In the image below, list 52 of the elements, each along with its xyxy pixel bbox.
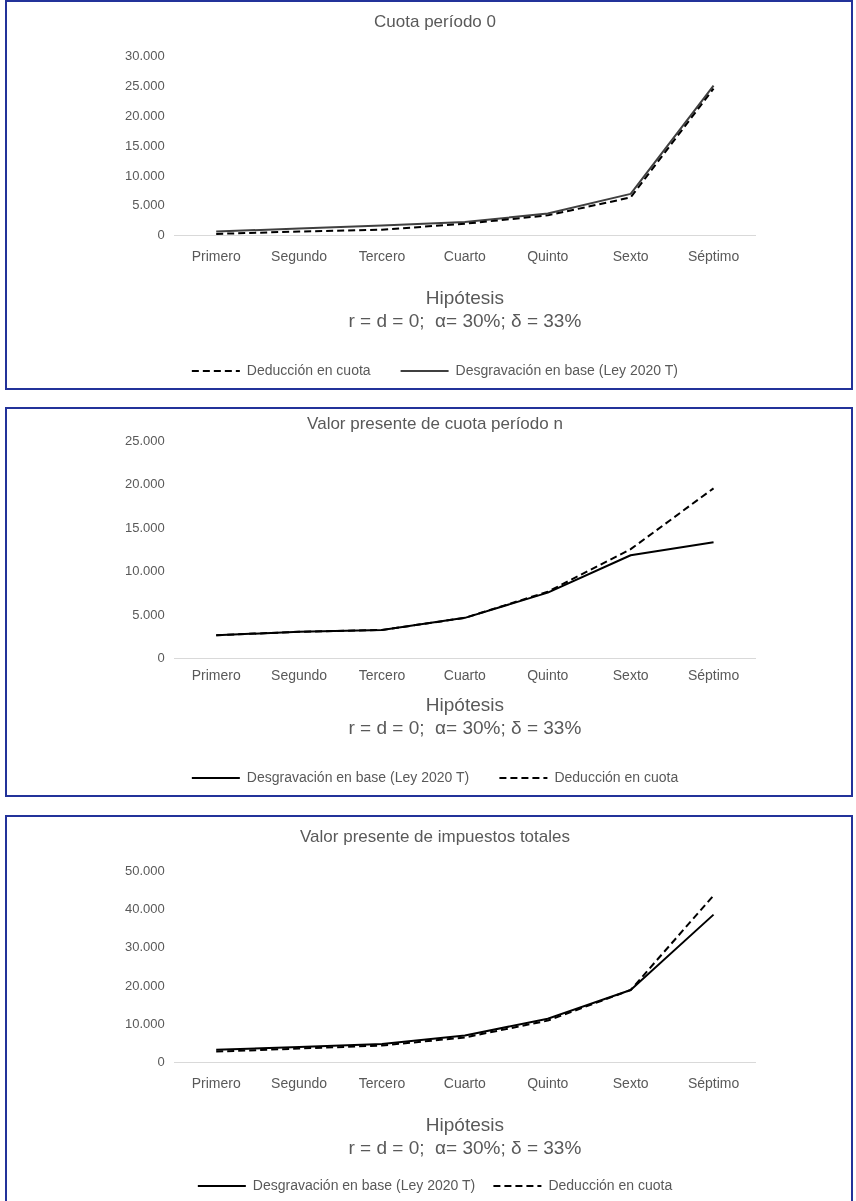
x-tick-label: Quinto xyxy=(527,247,569,264)
y-tick-label: 10.000 xyxy=(125,167,165,183)
x-tick-label: Segundo xyxy=(271,1074,328,1091)
y-tick-label: 30.000 xyxy=(125,47,165,63)
y-tick-label: 0 xyxy=(157,650,165,666)
y-tick-label: 20.000 xyxy=(125,107,165,123)
x-tick-label: Primero xyxy=(191,247,241,264)
y-tick-label: 15.000 xyxy=(125,137,165,153)
x-tick-label: Séptimo xyxy=(687,666,740,683)
legend-label: Desgravación en base (Ley 2020 T) xyxy=(246,768,470,785)
x-tick-label: Cuarto xyxy=(443,247,487,264)
y-tick-label: 20.000 xyxy=(125,977,165,993)
x-tick-label: Tercero xyxy=(358,666,406,683)
x-tick-label: Tercero xyxy=(358,247,406,264)
x-tick-label: Sexto xyxy=(612,666,649,683)
x-tick-label: Segundo xyxy=(271,666,328,683)
y-tick-label: 25.000 xyxy=(125,77,165,93)
y-tick-label: 5.000 xyxy=(132,606,165,622)
legend-label: Deducción en cuota xyxy=(548,1176,673,1193)
x-tick-label: Séptimo xyxy=(687,1074,740,1091)
y-tick-label: 10.000 xyxy=(125,563,165,579)
chart-title: Valor presente de impuestos totales xyxy=(300,826,570,846)
y-tick-label: 25.000 xyxy=(125,432,165,448)
x-tick-label: Tercero xyxy=(358,1074,406,1091)
x-tick-label: Quinto xyxy=(527,666,569,683)
x-tick-label: Quinto xyxy=(527,1074,569,1091)
x-tick-label: Sexto xyxy=(612,1074,649,1091)
legend-label: Deducción en cuota xyxy=(554,768,679,785)
x-tick-label: Primero xyxy=(191,1074,241,1091)
x-tick-label: Cuarto xyxy=(443,1074,487,1091)
chart-title: Valor presente de cuota período n xyxy=(307,413,563,433)
y-tick-label: 30.000 xyxy=(125,939,165,955)
x-tick-label: Segundo xyxy=(271,247,328,264)
y-tick-label: 0 xyxy=(157,227,165,243)
x-tick-label: Cuarto xyxy=(443,666,487,683)
y-tick-label: 15.000 xyxy=(125,519,165,535)
y-tick-label: 20.000 xyxy=(125,476,165,492)
legend-label: Desgravación en base (Ley 2020 T) xyxy=(252,1176,476,1193)
x-tick-label: Primero xyxy=(191,666,241,683)
y-tick-label: 40.000 xyxy=(125,901,165,917)
chart-title: Cuota período 0 xyxy=(374,11,496,31)
y-tick-label: 5.000 xyxy=(132,197,165,213)
y-tick-label: 10.000 xyxy=(125,1016,165,1032)
y-tick-label: 0 xyxy=(157,1054,165,1070)
x-tick-label: Sexto xyxy=(612,247,649,264)
x-axis-title: Hipótesis r = d = 0; α= 30%; δ = 33% xyxy=(348,693,582,739)
x-axis-title: Hipótesis r = d = 0; α= 30%; δ = 33% xyxy=(348,286,582,332)
y-tick-label: 50.000 xyxy=(125,862,165,878)
x-axis-title: Hipótesis r = d = 0; α= 30%; δ = 33% xyxy=(348,1113,582,1159)
legend-label: Deducción en cuota xyxy=(246,361,371,378)
legend-label: Desgravación en base (Ley 2020 T) xyxy=(455,361,678,378)
x-tick-label: Séptimo xyxy=(687,247,740,264)
